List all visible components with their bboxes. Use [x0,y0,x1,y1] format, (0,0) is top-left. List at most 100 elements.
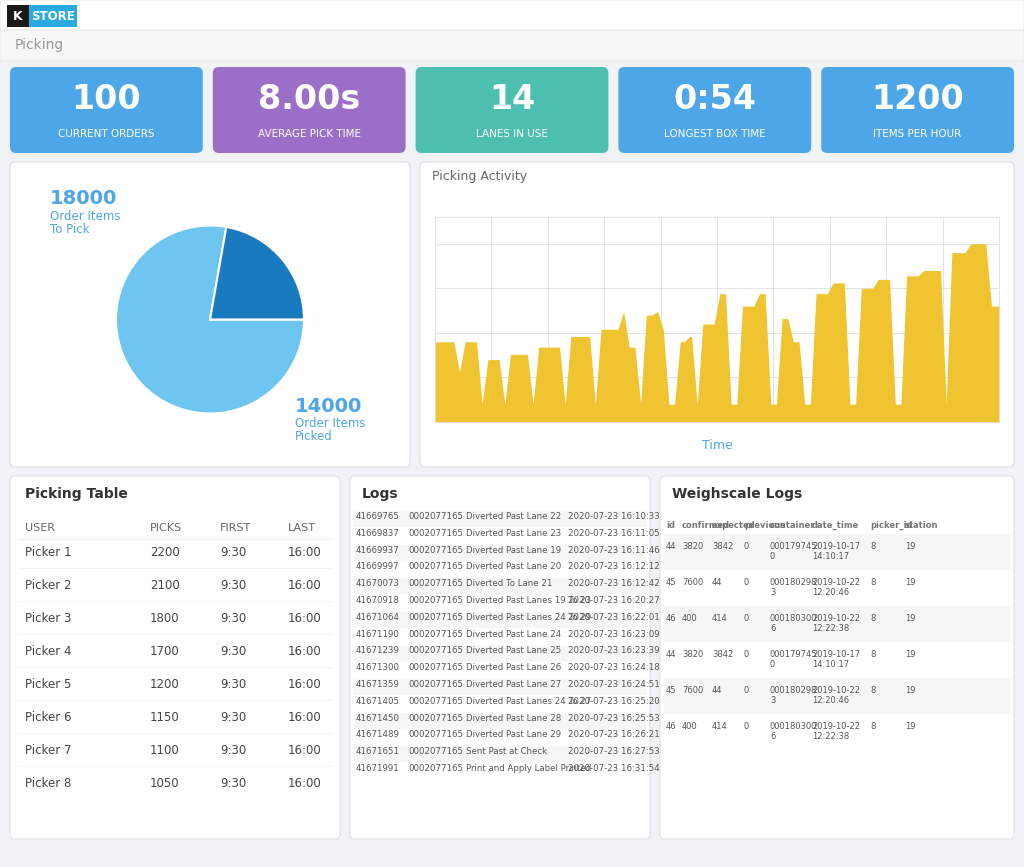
Text: 2020-07-23 16:12:42: 2020-07-23 16:12:42 [568,579,659,588]
Text: 0002077165: 0002077165 [408,697,463,706]
FancyBboxPatch shape [10,162,410,467]
Text: 2019-10-17
14:10:17: 2019-10-17 14:10:17 [812,650,860,669]
Text: 45: 45 [666,578,677,587]
Text: Diverted Past Lanes 24 To 29: Diverted Past Lanes 24 To 29 [466,613,591,622]
FancyBboxPatch shape [416,67,608,153]
Text: 0002077165: 0002077165 [408,730,463,740]
Text: container: container [770,521,815,530]
FancyBboxPatch shape [618,67,811,153]
Text: Picking Activity: Picking Activity [432,170,527,183]
Text: Picker 1: Picker 1 [25,546,72,559]
Text: 000179745
0: 000179745 0 [770,542,817,562]
Text: expected: expected [712,521,756,530]
Text: 45: 45 [666,686,677,695]
Text: 3820: 3820 [682,650,703,659]
Text: 2020-07-23 16:22:01: 2020-07-23 16:22:01 [568,613,659,622]
Text: 2020-07-23 16:23:39: 2020-07-23 16:23:39 [568,647,659,655]
Text: 16:00: 16:00 [288,579,322,592]
Text: 16:00: 16:00 [288,711,322,724]
Text: 0: 0 [744,614,750,623]
Text: Picker 2: Picker 2 [25,579,72,592]
Text: Diverted Past Lane 24: Diverted Past Lane 24 [466,629,561,639]
Text: 41671359: 41671359 [356,680,400,689]
FancyBboxPatch shape [354,679,646,695]
Text: Diverted Past Lane 20: Diverted Past Lane 20 [466,563,561,571]
FancyBboxPatch shape [10,67,203,153]
Text: Diverted To Lane 21: Diverted To Lane 21 [466,579,552,588]
Text: Diverted Past Lane 26: Diverted Past Lane 26 [466,663,561,672]
Text: Diverted Past Lanes 24 To 27: Diverted Past Lanes 24 To 27 [466,697,591,706]
Text: 0: 0 [744,650,750,659]
Text: 14000: 14000 [295,397,362,416]
Text: 2020-07-23 16:31:54: 2020-07-23 16:31:54 [568,764,659,773]
Text: 0002077165: 0002077165 [408,629,463,639]
Text: ITEMS PER HOUR: ITEMS PER HOUR [873,129,962,139]
Text: previous: previous [744,521,785,530]
Text: 2019-10-22
12:22:38: 2019-10-22 12:22:38 [812,722,860,741]
Text: 9:30: 9:30 [220,744,246,757]
Text: 16:00: 16:00 [288,612,322,625]
Text: 3842: 3842 [712,650,733,659]
Text: 0002077165: 0002077165 [408,613,463,622]
FancyBboxPatch shape [213,67,406,153]
Text: 0: 0 [744,542,750,551]
Text: Diverted Past Lane 23: Diverted Past Lane 23 [466,529,561,538]
Text: Picking Table: Picking Table [25,487,128,501]
Text: 41671450: 41671450 [356,714,400,722]
Text: 2019-10-22
12:22:38: 2019-10-22 12:22:38 [812,614,860,634]
Text: 9:30: 9:30 [220,711,246,724]
Text: Picker 6: Picker 6 [25,711,72,724]
Text: 2020-07-23 16:26:21: 2020-07-23 16:26:21 [568,730,659,740]
Text: Diverted Past Lane 27: Diverted Past Lane 27 [466,680,561,689]
Text: Diverted Past Lanes 19 To 23: Diverted Past Lanes 19 To 23 [466,596,591,605]
FancyBboxPatch shape [354,746,646,762]
FancyBboxPatch shape [354,578,646,594]
Text: 8: 8 [870,542,876,551]
Text: Logs: Logs [362,487,398,501]
Text: 0002077165: 0002077165 [408,529,463,538]
Text: 0: 0 [744,722,750,731]
FancyBboxPatch shape [354,763,646,779]
Text: 000180298
3: 000180298 3 [770,686,817,706]
Text: 2020-07-23 16:12:12: 2020-07-23 16:12:12 [568,563,659,571]
Text: Print and Apply Label Printed: Print and Apply Label Printed [466,764,591,773]
Text: 9:30: 9:30 [220,579,246,592]
Text: 16:00: 16:00 [288,546,322,559]
Text: 44: 44 [666,542,677,551]
Text: 000180298
3: 000180298 3 [770,578,817,597]
FancyBboxPatch shape [664,534,1010,570]
Text: 0002077165: 0002077165 [408,512,463,521]
Text: 41669837: 41669837 [356,529,400,538]
Text: USER: USER [25,523,55,533]
Text: 41669765: 41669765 [356,512,400,521]
Text: 14: 14 [488,83,536,116]
Text: 44: 44 [666,650,677,659]
FancyBboxPatch shape [354,629,646,644]
Text: 19: 19 [905,722,915,731]
FancyBboxPatch shape [664,606,1010,642]
FancyBboxPatch shape [660,476,1014,839]
Text: 8: 8 [870,650,876,659]
FancyBboxPatch shape [354,544,646,561]
Wedge shape [116,225,304,414]
Text: 41671405: 41671405 [356,697,400,706]
Text: 16:00: 16:00 [288,678,322,691]
Text: Picker 5: Picker 5 [25,678,72,691]
Text: 0: 0 [744,686,750,695]
Text: 9:30: 9:30 [220,612,246,625]
Text: 414: 414 [712,722,728,731]
Text: To Pick: To Pick [50,223,89,236]
Text: 19: 19 [905,542,915,551]
Text: 2019-10-22
12:20:46: 2019-10-22 12:20:46 [812,686,860,706]
Text: Diverted Past Lane 28: Diverted Past Lane 28 [466,714,561,722]
Text: id: id [666,521,675,530]
FancyBboxPatch shape [7,5,29,27]
Text: 41671239: 41671239 [356,647,400,655]
Text: FIRST: FIRST [220,523,251,533]
Text: Diverted Past Lane 25: Diverted Past Lane 25 [466,647,561,655]
Text: 2019-10-22
12:20:46: 2019-10-22 12:20:46 [812,578,860,597]
FancyBboxPatch shape [350,476,650,839]
Text: Weighscale Logs: Weighscale Logs [672,487,802,501]
Text: 0002077165: 0002077165 [408,714,463,722]
FancyBboxPatch shape [0,30,1024,61]
